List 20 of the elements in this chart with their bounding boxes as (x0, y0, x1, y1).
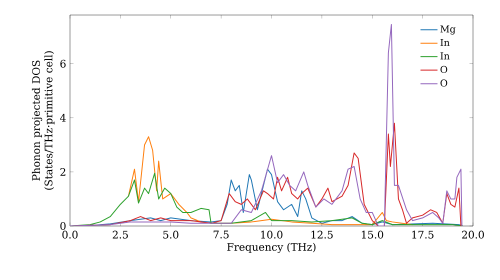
x-tick-label: 20.0 (462, 230, 484, 239)
y-tick-label: 0 (60, 222, 66, 230)
legend-label: O (440, 79, 448, 87)
y-tick-label: 4 (60, 114, 66, 122)
x-axis-title: Frequency (THz) (227, 242, 316, 254)
x-tick-label: 10.0 (261, 230, 282, 239)
legend-label: In (440, 52, 450, 60)
x-tick-label: 17.5 (412, 230, 434, 239)
y-tick-label: 2 (60, 168, 66, 176)
x-tick-label: 7.5 (214, 230, 229, 238)
x-tick-label: 12.5 (312, 230, 333, 239)
y-axis-title: Phonon projected DOS (States/THz·primitive cell) (32, 51, 54, 190)
x-tick-label: 15.0 (362, 230, 384, 239)
y-tick-label: 6 (60, 60, 66, 68)
legend-label: Mg (440, 26, 456, 35)
x-tick-label: 2.5 (112, 230, 128, 239)
x-tick-label: 0.0 (62, 230, 78, 239)
legend-label: O (440, 66, 448, 74)
legend-label: In (440, 38, 450, 46)
x-tick-label: 5.0 (163, 230, 178, 239)
